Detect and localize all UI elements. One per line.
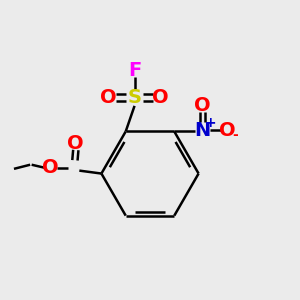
Text: O: O xyxy=(43,158,59,177)
Text: +: + xyxy=(205,116,216,130)
Text: O: O xyxy=(194,96,211,116)
Text: S: S xyxy=(128,88,142,107)
Text: -: - xyxy=(233,128,239,142)
Text: O: O xyxy=(152,88,169,107)
Text: O: O xyxy=(219,121,236,140)
Text: N: N xyxy=(194,121,210,140)
Text: F: F xyxy=(128,61,141,80)
Text: O: O xyxy=(68,134,84,153)
Text: O: O xyxy=(100,88,117,107)
